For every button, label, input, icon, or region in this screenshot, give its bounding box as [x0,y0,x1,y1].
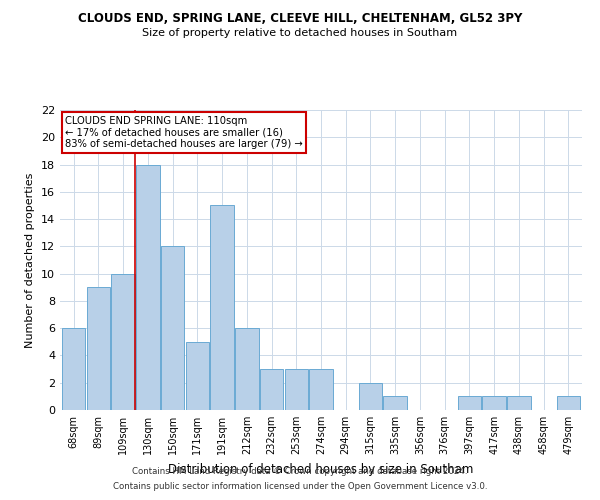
Bar [210,206,234,410]
Bar [235,328,259,410]
X-axis label: Distribution of detached houses by size in Southam: Distribution of detached houses by size … [169,462,473,475]
Bar [136,164,160,410]
Bar [112,274,135,410]
Bar [260,369,283,410]
Bar [309,369,333,410]
Text: CLOUDS END, SPRING LANE, CLEEVE HILL, CHELTENHAM, GL52 3PY: CLOUDS END, SPRING LANE, CLEEVE HILL, CH… [78,12,522,26]
Bar [86,288,110,410]
Bar [359,382,382,410]
Text: CLOUDS END SPRING LANE: 110sqm
← 17% of detached houses are smaller (16)
83% of : CLOUDS END SPRING LANE: 110sqm ← 17% of … [65,116,303,149]
Text: Contains HM Land Registry data © Crown copyright and database right 2024.: Contains HM Land Registry data © Crown c… [132,467,468,476]
Bar [161,246,184,410]
Bar [507,396,530,410]
Bar [557,396,580,410]
Bar [185,342,209,410]
Bar [284,369,308,410]
Bar [482,396,506,410]
Text: Size of property relative to detached houses in Southam: Size of property relative to detached ho… [142,28,458,38]
Bar [458,396,481,410]
Y-axis label: Number of detached properties: Number of detached properties [25,172,35,348]
Text: Contains public sector information licensed under the Open Government Licence v3: Contains public sector information licen… [113,482,487,491]
Bar [383,396,407,410]
Bar [62,328,85,410]
